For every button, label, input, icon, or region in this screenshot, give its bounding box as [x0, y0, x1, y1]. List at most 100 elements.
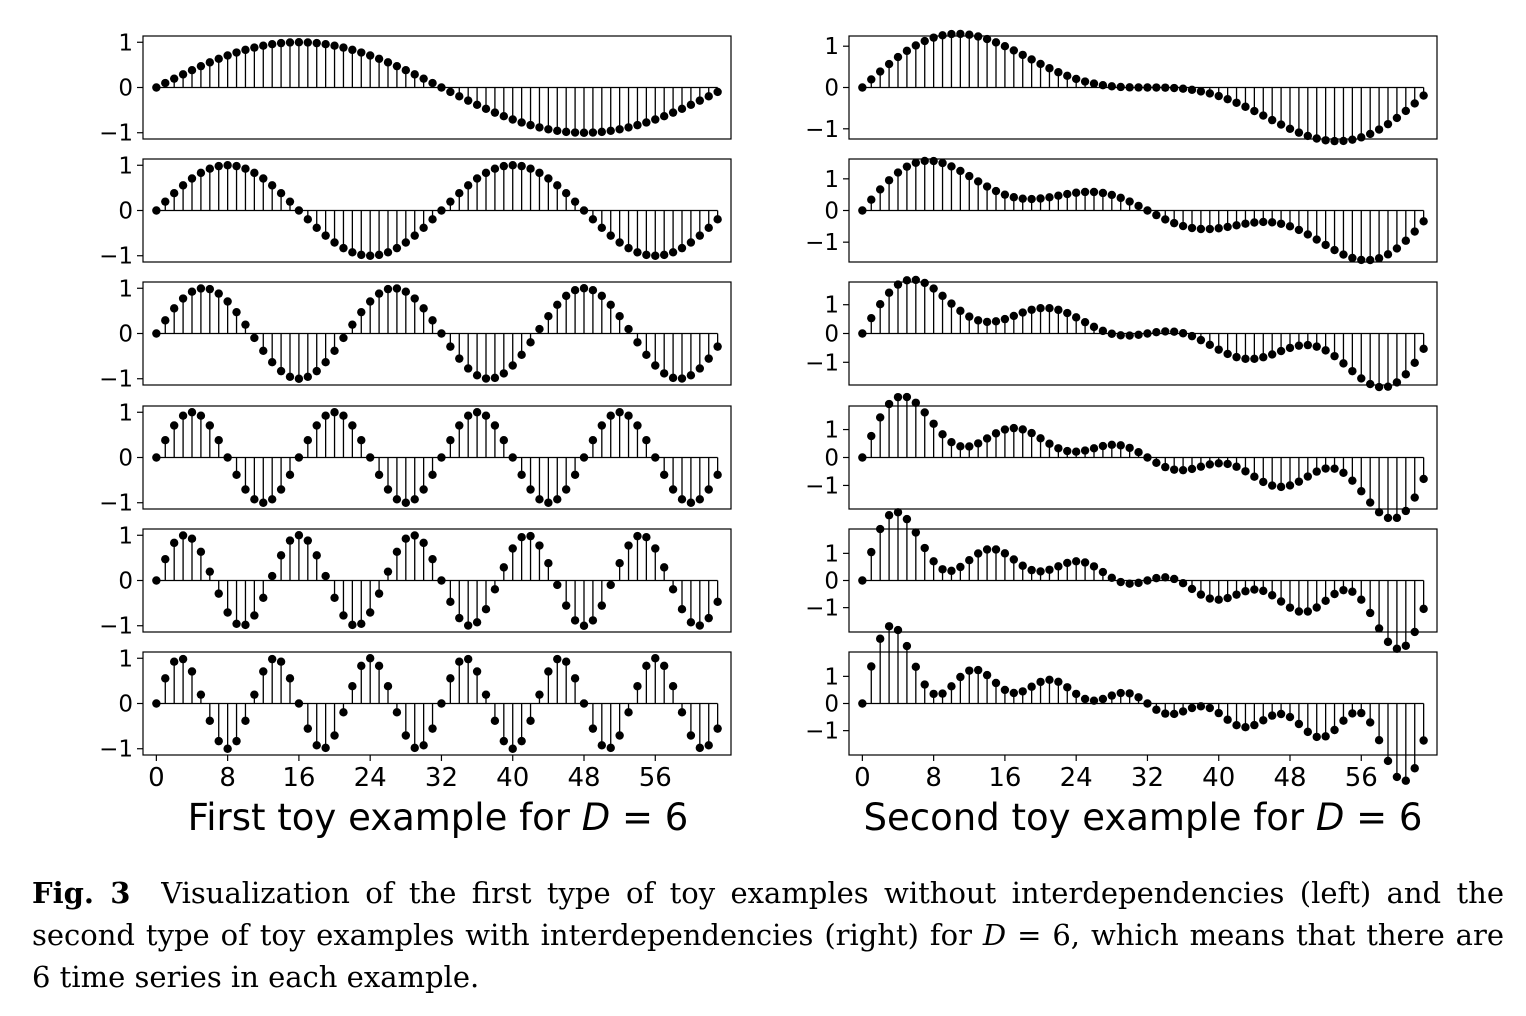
stem-marker: [1214, 224, 1223, 233]
left-panel: 1 0 −1 1 0 −1 1 0 −1 1 0 −1 1 0 −1 1 0 −1 0 8 16 24 32 40 48 56: [99, 30, 732, 793]
stem-marker: [472, 100, 482, 110]
stem-marker: [579, 699, 589, 708]
stem-marker: [250, 495, 259, 504]
stem-marker: [250, 168, 259, 178]
stem-marker: [1321, 346, 1330, 355]
stem-marker: [1098, 441, 1108, 451]
stem-marker: [965, 30, 974, 39]
y-tick-label: 0: [824, 446, 839, 472]
stem-marker: [668, 585, 678, 594]
stem-marker: [276, 551, 286, 560]
stem-marker: [973, 439, 983, 448]
stem-marker: [365, 453, 375, 462]
stem-marker: [938, 291, 947, 301]
stem-marker: [1080, 187, 1090, 197]
stem-marker: [1018, 425, 1027, 434]
stem-marker: [1089, 187, 1099, 197]
stem-marker: [553, 300, 562, 310]
stem-marker: [1169, 465, 1179, 474]
stem-marker: [392, 495, 402, 504]
stem-marker: [1223, 593, 1232, 603]
stem-marker: [867, 313, 876, 323]
stem-marker: [615, 731, 624, 740]
stem-marker: [902, 276, 912, 285]
stem-marker: [1187, 85, 1197, 94]
stem-marker: [276, 188, 286, 198]
right-subplot-4: 10−1: [805, 392, 1438, 523]
stem-marker: [1107, 329, 1117, 338]
stem-marker: [1401, 776, 1411, 785]
stem-marker: [606, 743, 615, 753]
stem-marker: [1232, 590, 1241, 599]
stem-marker: [1339, 716, 1348, 725]
stem-marker: [588, 215, 598, 224]
stem-marker: [241, 320, 250, 329]
x-tick-label: 0: [854, 763, 871, 793]
stem-marker: [642, 250, 651, 260]
stem-marker: [410, 743, 419, 753]
stem-marker: [1339, 250, 1348, 259]
stem-marker: [1116, 193, 1125, 203]
right-subplot-2: 1 0 −1: [805, 156, 1438, 265]
stem-marker: [1063, 558, 1072, 568]
stem-marker: [392, 284, 402, 293]
stem-marker: [606, 300, 615, 310]
stem-marker: [1116, 577, 1125, 587]
stem-marker: [615, 238, 624, 247]
stem-marker: [615, 311, 624, 321]
stem-marker: [544, 498, 553, 507]
stem-marker: [250, 611, 259, 620]
stem-marker: [1054, 191, 1063, 200]
stem-marker: [1054, 562, 1063, 571]
stem-marker: [187, 174, 197, 183]
stem-marker: [1116, 331, 1125, 340]
stem-marker: [1045, 439, 1054, 448]
stem-marker: [1071, 689, 1081, 699]
y-tick-label: −1: [99, 121, 133, 147]
stem-marker: [1161, 327, 1170, 336]
stem-marker: [455, 354, 464, 363]
stem-marker: [1036, 194, 1045, 203]
stem-marker: [285, 197, 295, 206]
stem-marker: [1178, 329, 1188, 338]
stem-marker: [1080, 694, 1090, 704]
stem-marker: [152, 576, 161, 585]
stem-marker: [1383, 382, 1393, 391]
stem-marker: [205, 284, 215, 294]
stem-marker: [339, 708, 348, 717]
y-tick-label: 1: [118, 646, 133, 672]
stem-marker: [1196, 462, 1206, 471]
stem-marker: [383, 248, 393, 257]
stem-marker: [499, 161, 509, 171]
stem-marker: [1276, 219, 1286, 228]
stem-marker: [508, 544, 517, 553]
stem-marker: [1169, 574, 1179, 584]
stem-marker: [1401, 641, 1411, 650]
y-tick-label: −1: [99, 491, 133, 517]
stem-marker: [1410, 99, 1419, 108]
stem-marker: [526, 338, 535, 347]
stem-marker: [481, 168, 491, 178]
y-tick-label: 1: [118, 400, 133, 426]
stem-marker: [686, 618, 696, 627]
stem-marker: [1250, 720, 1259, 730]
stem-marker: [1125, 689, 1134, 698]
stem-marker: [1374, 382, 1384, 392]
stem-marker: [902, 392, 912, 402]
stem-marker: [1205, 340, 1215, 350]
stem-marker: [169, 188, 179, 198]
stem-marker: [1125, 83, 1134, 92]
stem-marker: [911, 662, 921, 672]
x-tick-label: 8: [925, 763, 942, 793]
stem-marker: [232, 619, 241, 628]
y-tick-label: 0: [118, 569, 133, 595]
y-tick-label: 0: [824, 322, 839, 348]
stem-marker: [1152, 458, 1161, 468]
stem-marker: [1116, 82, 1125, 92]
stem-marker: [597, 291, 607, 301]
stem-marker: [1143, 576, 1152, 585]
stem-marker: [374, 289, 384, 298]
stem-marker: [294, 206, 304, 215]
stem-marker: [1027, 305, 1036, 314]
y-tick-label: 1: [824, 34, 839, 60]
